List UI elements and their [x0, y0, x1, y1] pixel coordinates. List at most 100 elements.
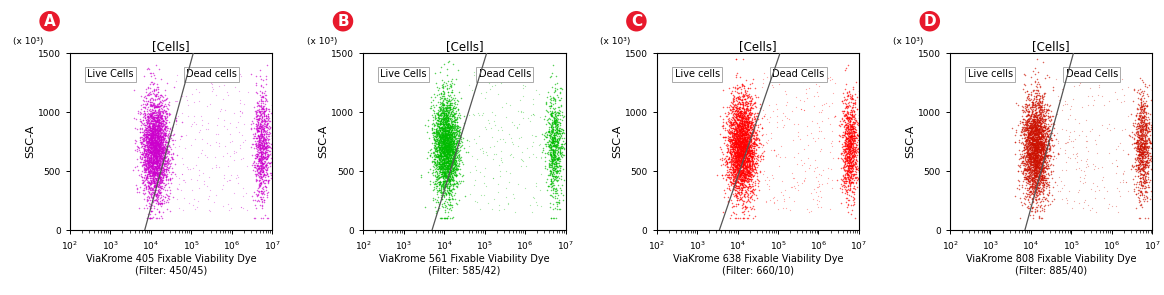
Point — [729, 125, 747, 130]
Point — [843, 179, 861, 184]
Point — [431, 165, 449, 170]
Point — [788, 122, 807, 126]
Point — [732, 123, 751, 128]
Point — [441, 123, 460, 128]
Point — [547, 74, 566, 79]
Point — [747, 160, 766, 165]
Point — [431, 154, 449, 158]
Point — [439, 160, 457, 165]
Point — [428, 150, 447, 155]
Point — [726, 138, 745, 143]
Point — [420, 106, 439, 110]
Point — [436, 178, 455, 183]
Point — [142, 139, 161, 144]
Point — [150, 128, 169, 132]
Point — [1025, 108, 1044, 112]
Point — [1018, 125, 1037, 130]
Point — [738, 165, 757, 170]
Point — [849, 167, 867, 171]
Point — [141, 181, 159, 186]
Point — [511, 135, 530, 140]
Point — [1022, 130, 1041, 135]
Point — [250, 126, 269, 130]
Point — [150, 134, 169, 138]
Point — [438, 112, 456, 117]
Point — [836, 143, 854, 148]
Point — [1031, 150, 1050, 154]
Point — [434, 151, 453, 156]
Point — [258, 145, 277, 150]
Point — [733, 138, 752, 142]
Point — [251, 149, 270, 154]
Point — [726, 142, 745, 147]
Point — [155, 151, 173, 156]
Point — [141, 137, 159, 142]
Point — [1037, 151, 1056, 156]
Point — [445, 165, 463, 170]
Point — [152, 157, 171, 161]
Point — [256, 113, 275, 118]
Point — [137, 123, 156, 128]
Point — [433, 151, 452, 156]
Point — [1014, 154, 1032, 159]
Point — [724, 194, 743, 198]
Point — [433, 165, 452, 170]
Point — [251, 158, 270, 163]
Point — [1129, 164, 1148, 169]
Point — [146, 161, 164, 166]
Point — [832, 178, 851, 183]
Point — [747, 153, 766, 158]
Point — [549, 126, 568, 130]
Point — [730, 150, 748, 155]
Point — [148, 194, 166, 199]
Point — [538, 109, 556, 114]
Point — [552, 136, 570, 141]
Point — [255, 197, 274, 202]
Point — [733, 164, 752, 168]
Point — [433, 165, 452, 170]
Point — [434, 116, 453, 121]
Point — [421, 106, 440, 110]
Point — [430, 149, 448, 153]
Point — [1136, 145, 1155, 150]
Point — [1027, 145, 1045, 150]
Point — [1059, 155, 1078, 159]
Point — [152, 175, 171, 180]
Point — [1035, 207, 1053, 212]
Point — [551, 200, 569, 205]
Point — [844, 114, 863, 119]
Point — [1131, 152, 1150, 157]
Point — [150, 176, 169, 180]
Point — [745, 93, 764, 97]
Point — [150, 146, 169, 150]
Point — [723, 142, 741, 147]
Point — [837, 142, 856, 146]
Point — [740, 119, 759, 123]
Point — [144, 122, 163, 127]
Point — [447, 149, 466, 154]
Point — [1015, 82, 1034, 86]
Point — [734, 107, 753, 112]
Point — [1017, 95, 1036, 100]
Point — [440, 133, 459, 138]
Point — [541, 173, 560, 177]
Point — [1023, 178, 1042, 182]
Point — [852, 150, 871, 154]
Point — [456, 194, 475, 198]
Point — [542, 160, 561, 165]
Point — [741, 108, 760, 112]
Point — [1025, 171, 1044, 175]
Point — [449, 133, 468, 137]
Point — [250, 109, 269, 114]
Point — [730, 146, 748, 151]
Point — [725, 169, 744, 174]
Point — [1035, 154, 1053, 158]
Point — [724, 168, 743, 172]
Point — [731, 143, 750, 148]
Point — [141, 150, 159, 155]
Point — [833, 156, 852, 161]
Point — [428, 141, 447, 146]
Point — [147, 145, 165, 149]
Point — [433, 133, 452, 138]
Point — [1023, 168, 1042, 173]
